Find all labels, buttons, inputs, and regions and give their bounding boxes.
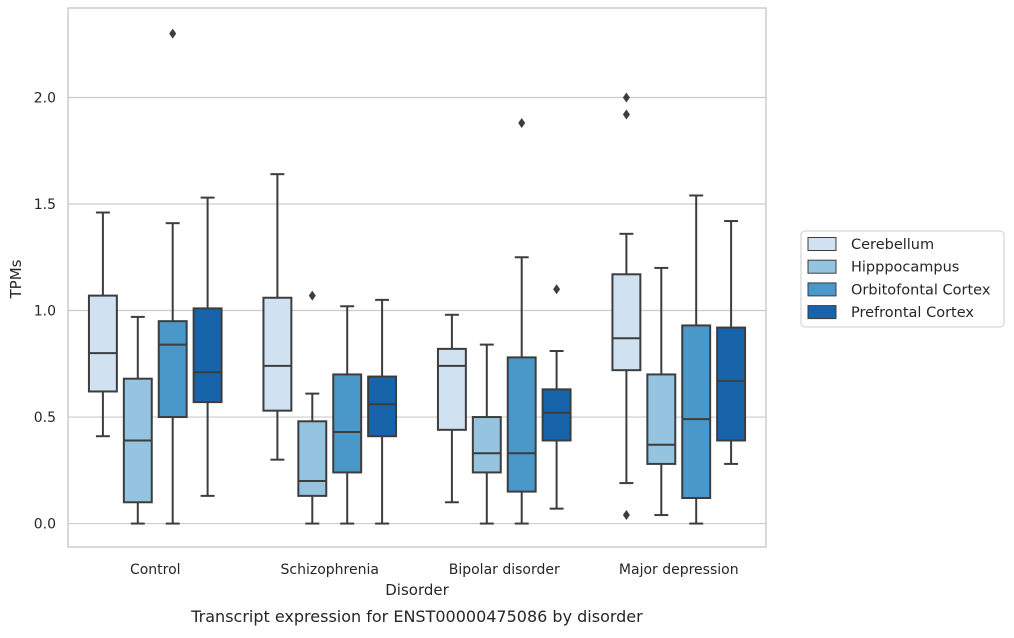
x-tick-label: Control bbox=[130, 562, 181, 578]
legend-swatch bbox=[807, 259, 837, 274]
y-tick-label: 2.0 bbox=[34, 90, 56, 106]
box-iqr bbox=[681, 324, 712, 499]
box-iqr bbox=[436, 347, 467, 431]
box-iqr bbox=[87, 294, 118, 393]
outlier-point bbox=[169, 28, 177, 39]
outlier-point bbox=[308, 290, 316, 301]
outlier-point bbox=[622, 510, 630, 521]
x-axis-ticks: Control Schizophrenia Bipolar disorder Majo… bbox=[130, 562, 739, 578]
box-iqr bbox=[192, 307, 223, 404]
chart-caption: Transcript expression for ENST0000047508… bbox=[190, 607, 643, 626]
box-group bbox=[541, 284, 572, 510]
box-group bbox=[611, 92, 642, 521]
legend-label: Prefrontal Cortex bbox=[851, 305, 974, 321]
box-iqr bbox=[471, 416, 502, 474]
box-iqr bbox=[541, 388, 572, 442]
legend-frame bbox=[800, 230, 1005, 328]
box-iqr bbox=[297, 420, 328, 497]
y-tick-label: 1.0 bbox=[34, 304, 56, 320]
box-group bbox=[192, 196, 223, 497]
box-layer bbox=[87, 28, 747, 525]
box-iqr bbox=[332, 373, 363, 474]
legend-swatch bbox=[807, 305, 837, 320]
box-group bbox=[122, 315, 153, 525]
x-tick-label: Major depression bbox=[619, 562, 739, 578]
box-iqr bbox=[262, 296, 293, 412]
box-group bbox=[681, 194, 712, 525]
outlier-point bbox=[622, 92, 630, 103]
outlier-point bbox=[622, 109, 630, 120]
box-group bbox=[471, 343, 502, 525]
box-iqr bbox=[716, 326, 747, 442]
x-tick-label: Schizophrenia bbox=[281, 562, 379, 578]
plot-frame bbox=[67, 7, 767, 548]
box-group bbox=[367, 298, 398, 525]
outlier-point bbox=[518, 118, 526, 129]
box-group bbox=[87, 211, 118, 438]
box-iqr bbox=[506, 356, 537, 493]
box-group bbox=[646, 266, 677, 517]
legend: Cerebellum Hipppocampus Orbitofontal Corte… bbox=[800, 230, 1005, 328]
x-axis-label: Disorder bbox=[385, 581, 449, 599]
y-axis-ticks: 0.0 0.5 1.0 1.5 2.0 bbox=[34, 90, 56, 532]
y-tick-label: 1.5 bbox=[34, 197, 56, 213]
box-group bbox=[262, 173, 293, 461]
legend-swatch bbox=[807, 237, 837, 251]
box-iqr bbox=[646, 373, 677, 465]
x-tick-label: Bipolar disorder bbox=[449, 562, 560, 578]
legend-swatch bbox=[807, 282, 837, 297]
box-iqr bbox=[157, 320, 188, 419]
y-tick-label: 0.5 bbox=[34, 410, 56, 426]
legend-label: Hipppocampus bbox=[851, 260, 959, 276]
legend-label: Orbitofontal Cortex bbox=[851, 282, 991, 298]
box-group bbox=[436, 313, 467, 504]
box-group bbox=[716, 220, 747, 465]
box-group bbox=[506, 118, 537, 525]
box-iqr bbox=[367, 375, 398, 438]
legend-label: Cerebellum bbox=[851, 237, 934, 253]
box-group bbox=[332, 305, 363, 525]
box-group bbox=[297, 290, 328, 525]
outlier-point bbox=[553, 284, 561, 295]
box-iqr bbox=[611, 273, 642, 372]
box-group bbox=[157, 28, 188, 525]
y-tick-label: 0.0 bbox=[34, 517, 56, 533]
y-axis-label: TPMs bbox=[7, 259, 25, 299]
